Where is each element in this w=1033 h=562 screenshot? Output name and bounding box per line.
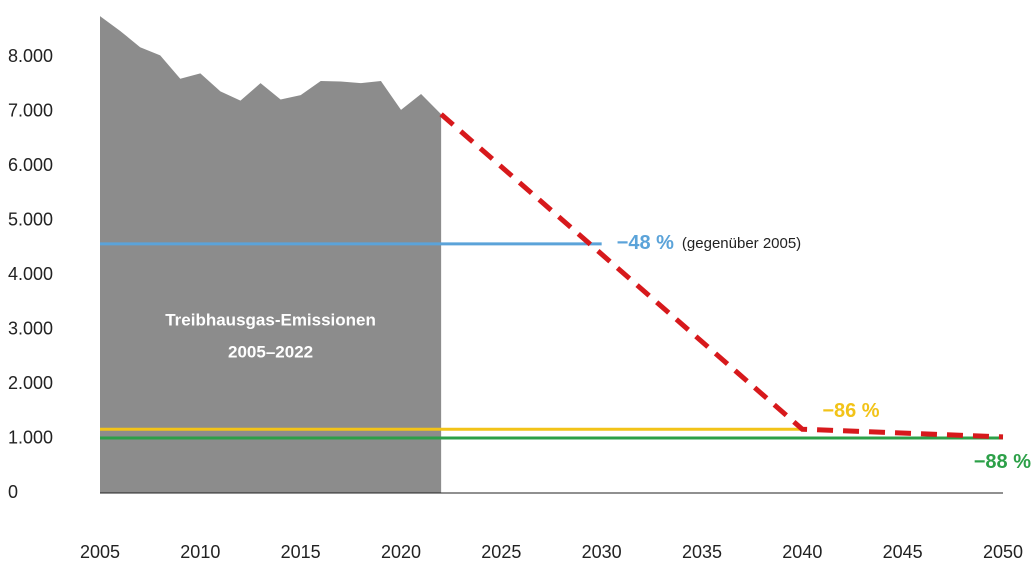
- y-tick-label: 8.000: [8, 46, 53, 66]
- target-path: [439, 112, 1004, 440]
- target-percent: −86 %: [822, 401, 879, 423]
- target-percent: −88 %: [974, 451, 1031, 473]
- y-tick-label: 3.000: [8, 318, 53, 338]
- x-tick-label: 2015: [281, 542, 321, 562]
- target-label: −88 %: [974, 451, 1031, 473]
- x-tick-label: 2020: [381, 542, 421, 562]
- x-tick-label: 2025: [481, 542, 521, 562]
- x-tick-label: 2045: [883, 542, 923, 562]
- y-tick-label: 6.000: [8, 155, 53, 175]
- y-tick-label: 0: [8, 482, 18, 502]
- x-tick-label: 2035: [682, 542, 722, 562]
- area-label: Treibhausgas-Emissionen: [165, 310, 376, 329]
- x-tick-label: 2050: [983, 542, 1023, 562]
- target-label: −86 %: [822, 401, 879, 423]
- area-label: 2005–2022: [228, 342, 313, 361]
- y-tick-label: 2.000: [8, 373, 53, 393]
- y-tick-label: 4.000: [8, 264, 53, 284]
- x-tick-label: 2040: [782, 542, 822, 562]
- y-tick-label: 1.000: [8, 427, 53, 447]
- target-percent: −48 %: [617, 232, 674, 254]
- target-note: (gegenüber 2005): [682, 235, 801, 252]
- y-tick-label: 7.000: [8, 100, 53, 120]
- x-tick-label: 2005: [80, 542, 120, 562]
- emissions-area: [100, 16, 442, 493]
- y-tick-label: 5.000: [8, 209, 53, 229]
- target-label: −48 % (gegenüber 2005): [617, 232, 802, 254]
- x-tick-label: 2030: [582, 542, 622, 562]
- x-tick-label: 2010: [180, 542, 220, 562]
